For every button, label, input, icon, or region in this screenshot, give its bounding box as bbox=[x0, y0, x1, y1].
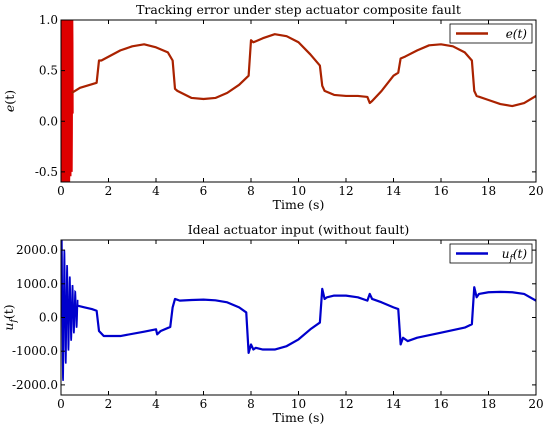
x-tick-label: 6 bbox=[200, 184, 208, 198]
y-tick-label: 0.5 bbox=[39, 64, 58, 78]
series-line-0 bbox=[77, 286, 536, 354]
chart-title: Tracking error under step actuator compo… bbox=[136, 2, 461, 17]
axes-frame bbox=[60, 19, 537, 183]
y-tick-label: 1.0 bbox=[39, 13, 58, 27]
x-tick-label: 2 bbox=[105, 397, 113, 411]
y-tick-label: 0.0 bbox=[39, 311, 58, 325]
x-tick-label: 16 bbox=[433, 397, 448, 411]
y-tick-label: 1000.0 bbox=[16, 277, 58, 291]
legend-label: uf(t) bbox=[502, 247, 528, 264]
x-tick-label: 20 bbox=[528, 184, 543, 198]
x-tick-label: 2 bbox=[105, 184, 113, 198]
x-tick-label: 0 bbox=[57, 397, 65, 411]
y-axis-label: uf(t) bbox=[1, 304, 19, 330]
x-tick-label: 10 bbox=[291, 184, 306, 198]
x-tick-label: 10 bbox=[291, 397, 306, 411]
y-tick-label: -0.5 bbox=[35, 165, 58, 179]
x-tick-label: 16 bbox=[433, 184, 448, 198]
legend-box bbox=[449, 23, 533, 44]
series-line-0 bbox=[71, 33, 536, 108]
x-tick-label: 12 bbox=[338, 184, 353, 198]
x-tick-label: 18 bbox=[481, 397, 496, 411]
x-axis-label: Time (s) bbox=[273, 410, 325, 425]
x-tick-label: 14 bbox=[386, 184, 402, 198]
series-u-initial-oscillation bbox=[61, 240, 79, 381]
x-axis-label: Time (s) bbox=[273, 197, 325, 212]
y-axis-label: e(t) bbox=[2, 90, 17, 112]
x-tick-label: 14 bbox=[386, 397, 402, 411]
x-tick-label: 8 bbox=[247, 397, 255, 411]
y-tick-label: 2000.0 bbox=[16, 243, 58, 257]
chart-title: Ideal actuator input (without fault) bbox=[188, 222, 410, 237]
x-tick-label: 20 bbox=[528, 397, 543, 411]
legend: uf(t) bbox=[449, 243, 533, 264]
plot-area bbox=[61, 20, 536, 182]
plot-area bbox=[61, 240, 536, 381]
x-tick-label: 4 bbox=[152, 397, 160, 411]
chart-tracking-error: Tracking error under step actuator compo… bbox=[2, 2, 544, 212]
y-tick-label: -1000.0 bbox=[12, 344, 58, 358]
legend-box bbox=[449, 243, 533, 264]
series-e-initial-oscillation bbox=[61, 20, 74, 182]
x-tick-label: 4 bbox=[152, 184, 160, 198]
x-tick-label: 0 bbox=[57, 184, 65, 198]
legend: e(t) bbox=[449, 23, 533, 44]
x-tick-label: 12 bbox=[338, 397, 353, 411]
y-tick-label: -2000.0 bbox=[12, 378, 58, 392]
y-tick-label: 0.0 bbox=[39, 114, 58, 128]
legend-label: e(t) bbox=[506, 27, 528, 41]
x-tick-label: 6 bbox=[200, 397, 208, 411]
chart-ideal-actuator-input: Ideal actuator input (without fault) 0 2 4 6… bbox=[1, 222, 544, 425]
x-tick-label: 8 bbox=[247, 184, 255, 198]
x-tick-label: 18 bbox=[481, 184, 496, 198]
